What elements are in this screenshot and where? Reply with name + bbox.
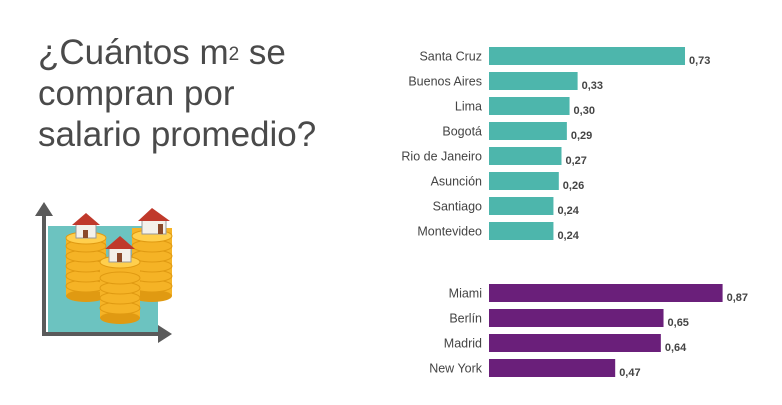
- value-label: 0,65: [668, 317, 689, 329]
- bar: [489, 97, 570, 115]
- axis-arrow-right-icon: [158, 325, 172, 343]
- axis-arrow-up-icon: [35, 202, 53, 216]
- title-line-1: ¿Cuántos m2 se: [38, 32, 338, 73]
- value-label: 0,30: [574, 105, 595, 117]
- bar: [489, 47, 686, 65]
- value-label: 0,47: [619, 367, 640, 379]
- category-label: Miami: [449, 287, 482, 301]
- category-label: Asunción: [431, 175, 482, 189]
- value-label: 0,29: [571, 130, 592, 142]
- house-icon-left: [72, 213, 100, 239]
- house-icon-middle: [105, 236, 135, 263]
- value-label: 0,26: [563, 180, 584, 192]
- category-label: Rio de Janeiro: [401, 150, 482, 164]
- illustration-axis: [42, 212, 168, 336]
- house-icon-right: [138, 208, 170, 235]
- category-label: New York: [429, 362, 483, 376]
- category-label: Madrid: [444, 337, 482, 351]
- title-text-1b: se: [239, 33, 286, 72]
- bar: [489, 197, 554, 215]
- title-superscript: 2: [228, 44, 240, 65]
- category-label: Berlín: [449, 312, 482, 326]
- bar: [489, 334, 661, 352]
- category-label: Santiago: [433, 200, 482, 214]
- bar: [489, 122, 567, 140]
- bar: [489, 284, 723, 302]
- value-label: 0,73: [689, 55, 710, 67]
- value-label: 0,24: [557, 205, 579, 217]
- value-label: 0,33: [582, 80, 603, 92]
- category-label: Lima: [455, 100, 482, 114]
- category-label: Buenos Aires: [408, 75, 482, 89]
- category-label: Santa Cruz: [419, 50, 482, 64]
- value-label: 0,27: [565, 155, 586, 167]
- title-line-2: compran por: [38, 74, 235, 113]
- bar: [489, 72, 578, 90]
- bar: [489, 147, 562, 165]
- bar: [489, 172, 559, 190]
- global-cities-series: Miami 0,87 Berlín 0,65 Madrid 0,64 New York 0,4…: [429, 284, 748, 379]
- category-label: Montevideo: [417, 225, 482, 239]
- value-label: 0,24: [557, 230, 579, 242]
- value-label: 0,87: [727, 292, 748, 304]
- category-label: Bogotá: [442, 125, 482, 139]
- coin-stack-middle: [99, 255, 141, 324]
- bar: [489, 222, 554, 240]
- title-line-3: salario promedio?: [38, 115, 317, 154]
- latam-cities-series: Santa Cruz 0,73 Buenos Aires 0,33 Lima 0,30 Bo…: [401, 47, 710, 242]
- bar: [489, 309, 664, 327]
- value-label: 0,64: [665, 342, 687, 354]
- bar: [489, 359, 616, 377]
- page-title: ¿Cuántos m2 se compran por salario prome…: [38, 32, 338, 155]
- title-text-1: ¿Cuántos m: [38, 33, 229, 72]
- houses-on-coin-stacks-icon: [35, 202, 173, 343]
